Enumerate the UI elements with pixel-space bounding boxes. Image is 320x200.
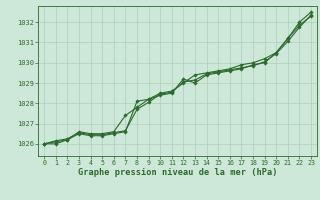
X-axis label: Graphe pression niveau de la mer (hPa): Graphe pression niveau de la mer (hPa): [78, 168, 277, 177]
